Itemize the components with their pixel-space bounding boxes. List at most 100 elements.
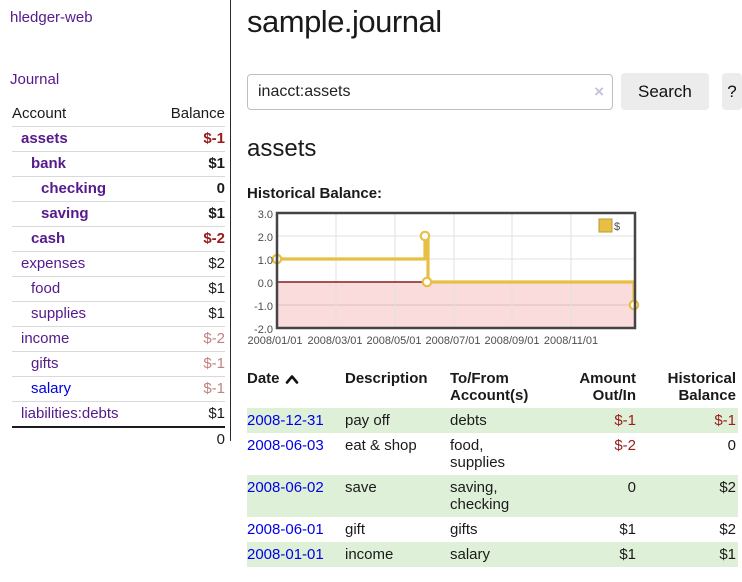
accounts-header-balance: Balance [170, 105, 225, 122]
account-row-food: food $1 [12, 276, 225, 302]
app-title: hledger-web [0, 9, 230, 26]
account-balance: $-1 [153, 376, 225, 402]
transaction-accounts: salary [450, 542, 550, 567]
transaction-accounts: saving, checking [450, 475, 550, 517]
header-description: Description [345, 370, 428, 387]
account-row-liabilities-debts: liabilities:debts $1 [12, 401, 225, 427]
y-tick: 2.0 [258, 232, 273, 244]
account-row-income: income $-2 [12, 326, 225, 352]
account-balance: $1 [153, 301, 225, 327]
transaction-description: gift [345, 521, 366, 538]
x-tick: 2008/05/01 [366, 335, 421, 347]
y-tick: -2.0 [254, 324, 273, 336]
account-balance: $-2 [153, 326, 225, 352]
header-balance: Historical Balance [667, 370, 736, 404]
header-date[interactable]: Date [247, 368, 345, 408]
transaction-date-link[interactable]: 2008-06-03 [247, 437, 324, 454]
register-row: 2008-06-02 save saving, checking 0 $2 [247, 475, 738, 517]
clear-search-icon[interactable]: × [594, 81, 604, 101]
header-accounts: To/From Account(s) [450, 370, 529, 404]
account-link-liabilities-debts[interactable]: liabilities:debts [21, 405, 119, 422]
sort-ascending-icon [285, 375, 298, 384]
accounts-total-row: 0 [12, 426, 225, 452]
account-row-bank: bank $1 [12, 151, 225, 177]
chart-title: Historical Balance: [247, 185, 383, 202]
x-tick: 2008/07/01 [425, 335, 480, 347]
account-link-income[interactable]: income [21, 330, 70, 347]
transaction-description: income [345, 542, 450, 567]
plot-border [275, 211, 637, 330]
legend-label: $ [614, 221, 620, 233]
account-balance: $-1 [153, 126, 225, 152]
account-row-checking: checking 0 [12, 176, 225, 202]
transaction-accounts: gifts [450, 521, 478, 538]
transaction-date-link[interactable]: 2008-12-31 [247, 412, 324, 429]
data-point [421, 276, 433, 288]
transaction-balance: 0 [727, 437, 736, 454]
accounts-total-value: 0 [153, 426, 225, 452]
account-balance: $1 [153, 401, 225, 427]
sidebar: hledger-web Journal Account Balance asse… [0, 0, 231, 452]
register-row: 2008-06-01 gift gifts $1 $2 [247, 517, 738, 542]
search-button[interactable]: Search [621, 73, 709, 110]
account-link-checking[interactable]: checking [41, 180, 107, 197]
x-tick: 2008/09/01 [484, 335, 539, 347]
transaction-balance: $1 [638, 542, 738, 567]
transaction-amount: $1 [550, 542, 638, 567]
account-balance: $1 [153, 151, 225, 177]
account-row-cash: cash $-2 [12, 226, 225, 252]
x-tick: 2008/11/01 [544, 335, 598, 347]
account-link-bank[interactable]: bank [31, 155, 67, 172]
account-link-supplies[interactable]: supplies [31, 305, 87, 322]
y-tick: 3.0 [258, 210, 273, 221]
transaction-accounts: food, supplies [450, 437, 506, 471]
x-tick: 2008/03/01 [307, 335, 362, 347]
search-help-button[interactable]: ? [721, 73, 742, 110]
account-heading: assets [247, 135, 317, 162]
transaction-balance: $2 [719, 521, 736, 538]
chart-canvas: $ 3.0 2.0 1.0 0.0 -1.0 -2.0 2008/01/01 2… [247, 210, 640, 347]
account-link-assets[interactable]: assets [21, 130, 68, 147]
account-row-expenses: expenses $2 [12, 251, 225, 277]
account-link-cash[interactable]: cash [31, 230, 66, 247]
account-row-gifts: gifts $-1 [12, 351, 225, 377]
transaction-date-link[interactable]: 2008-01-01 [247, 546, 324, 563]
register-row: 2008-12-31 pay off debts $-1 $-1 [247, 408, 738, 433]
account-link-gifts[interactable]: gifts [31, 355, 59, 372]
account-link-saving[interactable]: saving [41, 205, 89, 222]
register-row: 2008-06-03 eat & shop food, supplies $-2… [247, 433, 738, 475]
transaction-amount: $-1 [550, 408, 638, 433]
register-table: Date Description To/From Account(s) Amou… [247, 368, 738, 567]
main-content: sample.journal × Search ? assets Histori… [247, 0, 742, 567]
page-title: sample.journal [247, 4, 442, 39]
account-balance: $-2 [153, 226, 225, 252]
header-amount: Amount Out/In [579, 370, 636, 404]
account-balance: $-1 [153, 351, 225, 377]
transaction-balance: $2 [638, 475, 738, 517]
x-tick: 2008/01/01 [247, 335, 302, 347]
account-balance: 0 [153, 176, 225, 202]
transaction-balance: $-1 [638, 408, 738, 433]
transaction-amount: $1 [619, 521, 636, 538]
account-link-expenses[interactable]: expenses [21, 255, 86, 272]
account-balance: $1 [153, 201, 225, 227]
register-row: 2008-01-01 income salary $1 $1 [247, 542, 738, 567]
y-tick: 1.0 [258, 255, 273, 267]
transaction-date-link[interactable]: 2008-06-02 [247, 479, 324, 496]
legend-swatch [598, 218, 613, 233]
transaction-date-link[interactable]: 2008-06-01 [247, 521, 324, 538]
nav-journal: Journal [10, 71, 230, 88]
app-title-link[interactable]: hledger-web [10, 9, 93, 26]
account-row-saving: saving $1 [12, 201, 225, 227]
account-link-salary[interactable]: salary [31, 380, 72, 397]
search-input[interactable] [247, 73, 613, 110]
accounts-header-account: Account [12, 105, 67, 122]
register-header-row: Date Description To/From Account(s) Amou… [247, 368, 738, 408]
account-row-salary: salary $-1 [12, 376, 225, 402]
account-balance: $2 [153, 251, 225, 277]
journal-link[interactable]: Journal [10, 71, 60, 88]
accounts-header-row: Account Balance [12, 102, 225, 127]
account-link-food[interactable]: food [31, 280, 61, 297]
y-tick: -1.0 [254, 301, 273, 313]
accounts-table: Account Balance assets $-1 bank $1 check… [12, 102, 225, 452]
